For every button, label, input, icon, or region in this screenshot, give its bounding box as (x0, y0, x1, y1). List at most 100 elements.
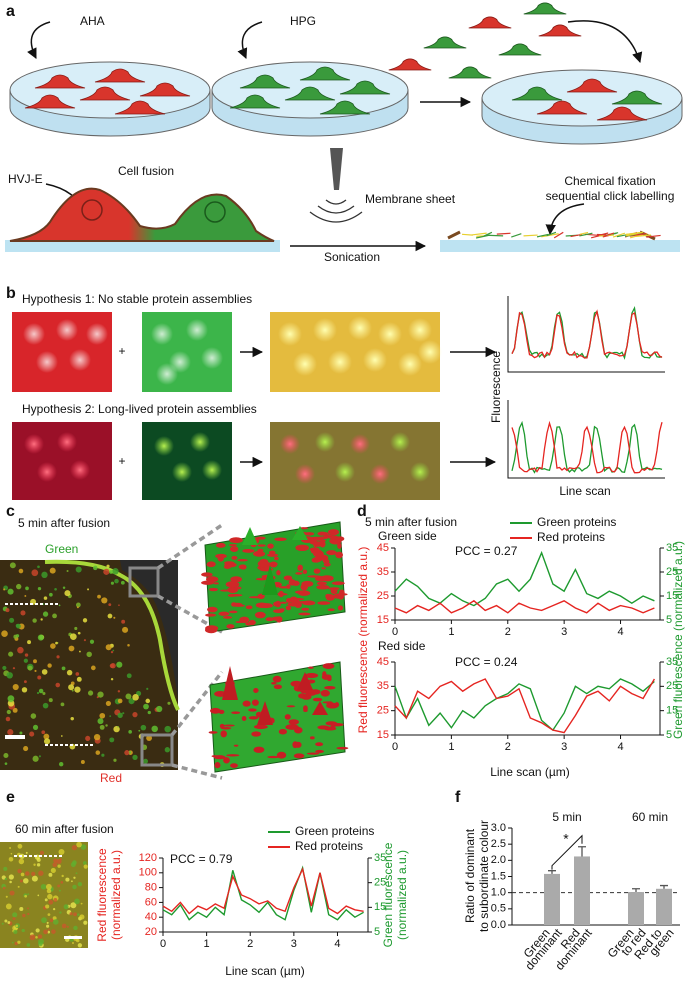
speckle (11, 941, 14, 944)
speckle (126, 673, 132, 679)
cell (566, 78, 618, 93)
surface-patch (330, 722, 344, 727)
spot (335, 462, 355, 482)
surface-patch (336, 746, 349, 750)
speckle (60, 735, 63, 737)
speckle (117, 690, 121, 693)
annotation: PCC = 0.79 (170, 852, 233, 866)
surface-patch (321, 567, 326, 570)
axis-label: Red fluorescence (95, 848, 109, 942)
surface-patch (316, 585, 330, 590)
speckle (93, 565, 98, 571)
speckle (58, 848, 65, 855)
surface-patch (326, 550, 337, 556)
surface-patch (251, 731, 262, 737)
speckle (24, 894, 27, 898)
protein (629, 232, 647, 237)
surface-patch (319, 540, 326, 548)
speckle (12, 917, 16, 921)
hypothesis: Hypothesis 1: No stable protein assembli… (22, 292, 252, 306)
surface-patch (298, 612, 311, 616)
surface-patch (276, 570, 281, 576)
speckle (132, 694, 139, 701)
surface-patch (303, 705, 308, 712)
speckle (3, 588, 6, 591)
speckle (36, 857, 41, 862)
speckle (7, 695, 15, 702)
speckle (110, 663, 116, 669)
y-tick-label: 0.0 (491, 919, 506, 931)
speckle (70, 633, 77, 641)
speckle (83, 920, 88, 925)
speckle (51, 929, 56, 934)
hypothesis: Hypothesis 2: Long-lived protein assembl… (22, 402, 257, 416)
speckle (5, 716, 11, 722)
speckle (167, 701, 171, 705)
protein (625, 231, 644, 236)
error-bar (578, 846, 586, 857)
arrow (237, 21, 263, 59)
surface-patch (253, 687, 259, 694)
speckle (42, 691, 46, 696)
speckle (83, 639, 86, 642)
speckle (73, 912, 77, 917)
speckle (35, 928, 40, 933)
speckle (79, 914, 85, 920)
speckle (44, 898, 48, 902)
roi (128, 566, 160, 598)
speckle (49, 567, 56, 574)
surface-patch (223, 757, 230, 764)
surface-patch (254, 611, 266, 619)
speckle (9, 880, 12, 884)
surface-patch (295, 544, 309, 552)
surface-patch (273, 556, 279, 561)
speckle (85, 735, 91, 741)
surface-patch (337, 542, 342, 549)
group-label: 60 min (632, 810, 668, 824)
spot (418, 340, 442, 364)
cell (423, 36, 467, 49)
surface-patch (226, 624, 235, 629)
speckle (23, 680, 27, 684)
speckle (138, 729, 141, 732)
spot (24, 434, 44, 454)
surface-patch (225, 581, 240, 588)
surface-patch (257, 548, 264, 553)
surface-patch (306, 752, 320, 755)
speckle (122, 712, 125, 715)
surface-patch (327, 608, 335, 612)
series-line (394, 678, 656, 734)
surface-patch (253, 550, 266, 557)
subtitle: Red side (378, 639, 426, 653)
surface-patch (323, 532, 329, 539)
nucleus (204, 201, 226, 223)
speckle (75, 566, 82, 573)
surface-patch (309, 540, 317, 545)
speckle (47, 930, 51, 934)
cell (511, 86, 563, 101)
speckle (31, 569, 39, 577)
speckle (13, 929, 18, 934)
spot (295, 464, 315, 484)
speckle (66, 925, 69, 928)
surface-patch (218, 611, 230, 616)
speckle (101, 753, 105, 757)
y-tick-label: 80 (145, 882, 157, 894)
y-tick-label: 1.0 (491, 887, 506, 899)
axes (162, 858, 369, 933)
speckle (47, 663, 52, 668)
surface-patch (274, 537, 287, 542)
axis-label: Fluorescence (489, 351, 503, 423)
protein (616, 234, 627, 238)
speckle (31, 871, 36, 876)
speckle (93, 733, 101, 741)
surface-patch (208, 731, 218, 734)
speckle (86, 651, 92, 658)
speckle (103, 568, 110, 575)
series-line (162, 866, 364, 915)
speckle (38, 755, 41, 758)
speckle (12, 912, 18, 918)
speckle (105, 700, 111, 706)
speckle (87, 588, 90, 591)
surface-patch (294, 741, 302, 748)
